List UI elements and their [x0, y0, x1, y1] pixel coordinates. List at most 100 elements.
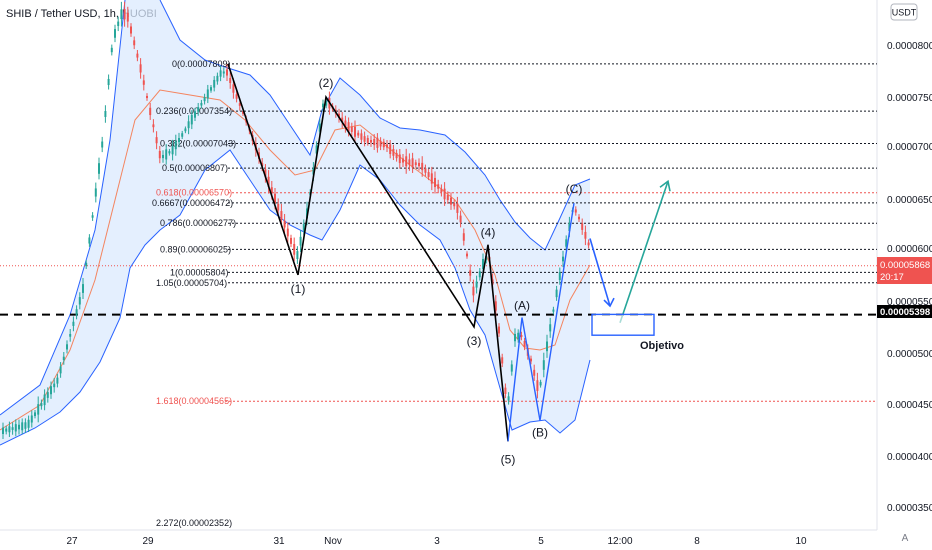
elliott-wave[interactable]: (1) (2) (3) (4) (5) (A) (B) (C)	[227, 63, 583, 466]
candle-body	[562, 256, 564, 262]
candle-body	[414, 162, 417, 166]
candle-body	[296, 251, 299, 260]
candle-body	[168, 151, 171, 154]
candle-body	[184, 128, 187, 132]
candle-body	[293, 243, 296, 255]
candle-body	[507, 396, 510, 401]
candle-body	[110, 47, 113, 53]
wave-label: (5)	[501, 452, 516, 466]
candle-body	[437, 184, 440, 189]
candle-body	[379, 140, 382, 147]
candle-body	[50, 386, 52, 395]
candle-body	[197, 107, 200, 112]
time-tick-label: 8	[694, 536, 700, 547]
candle-body	[274, 193, 276, 204]
candle-body	[149, 107, 152, 116]
candle-body	[494, 301, 497, 311]
projection-up-arrow	[619, 181, 669, 323]
candle-body	[37, 404, 40, 415]
candle-body	[174, 141, 177, 150]
fib-level-label: 1(0.00005804)	[170, 267, 229, 277]
candle-body	[350, 126, 353, 132]
candle-body	[443, 188, 446, 200]
currency-button[interactable]: USDT	[890, 3, 918, 21]
candle-body	[181, 133, 184, 137]
fib-level-label: 1.618(0.00004565)	[156, 396, 232, 406]
candle-body	[523, 340, 526, 348]
candle-body	[427, 172, 430, 177]
candle-body	[85, 262, 88, 267]
candle-body	[376, 137, 379, 148]
candle-body	[277, 203, 280, 211]
time-tick-label: 31	[273, 536, 285, 547]
candle-body	[581, 223, 584, 230]
candle-body	[402, 158, 404, 163]
candle-body	[290, 237, 292, 244]
candle-body	[232, 84, 235, 93]
candle-body	[216, 75, 219, 82]
candle-body	[219, 70, 222, 77]
candle-body	[98, 163, 100, 174]
auto-scale-button[interactable]: A	[902, 533, 909, 544]
candle-body	[434, 177, 436, 188]
target-label: Objetivo	[640, 340, 684, 352]
candle-body	[146, 95, 148, 99]
candle-body	[2, 427, 4, 434]
candle-body	[264, 169, 267, 178]
candle-body	[72, 321, 75, 326]
candle-body	[421, 162, 424, 171]
candle-body	[14, 424, 17, 432]
candle-body	[578, 216, 580, 220]
candle-body	[59, 366, 62, 374]
candle-body	[552, 309, 555, 312]
candle-body	[357, 132, 360, 136]
candle-body	[235, 94, 238, 99]
candle-body	[584, 231, 587, 239]
candle-body	[565, 239, 568, 247]
candle-body	[5, 428, 8, 432]
candle-body	[155, 137, 158, 144]
wave-label: (1)	[291, 282, 306, 296]
fib-level-label: 0.236(0.00007354)	[156, 106, 232, 116]
candle-body	[107, 78, 110, 86]
candle-body	[398, 154, 401, 164]
candle-body	[354, 126, 356, 137]
fibonacci-retracement[interactable]: 0(0.00007809) 0.236(0.00007354) 0.382(0.00…	[0, 59, 877, 528]
candle-body	[456, 203, 459, 213]
candle-body	[136, 53, 139, 58]
fib-level-label: 0.89(0.00006025)	[160, 244, 231, 254]
candle-body	[542, 360, 545, 370]
candle-body	[478, 271, 481, 278]
candle-body	[475, 281, 478, 288]
candle-body	[382, 141, 385, 148]
candle-body	[267, 176, 270, 187]
fib-level-label: 0.382(0.00007043)	[160, 139, 236, 149]
candle-body	[91, 215, 94, 218]
candle-body	[75, 309, 78, 316]
wave-label: (C)	[566, 182, 583, 196]
wave-label: (4)	[481, 226, 496, 240]
candle-body	[501, 357, 504, 364]
candle-body	[386, 144, 388, 148]
projection[interactable]: Objetivo	[589, 179, 684, 352]
candle-body	[555, 289, 558, 298]
candle-body	[283, 220, 286, 228]
time-axis[interactable]: 27 29 31 Nov 3 5 12:00 8 10	[0, 529, 877, 547]
candle-body	[158, 150, 161, 159]
candle-body	[130, 26, 132, 34]
candle-body	[395, 153, 398, 159]
candle-body	[165, 149, 168, 160]
candle-body	[546, 341, 548, 352]
last-price-label: 0.00005868	[880, 260, 930, 271]
candle-body	[126, 12, 129, 22]
candle-body	[536, 380, 539, 391]
candle-body	[325, 100, 328, 106]
candle-body	[152, 124, 155, 128]
target-zone-box	[591, 313, 655, 336]
